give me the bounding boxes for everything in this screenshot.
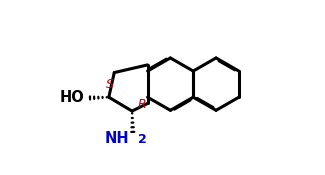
Text: NH: NH xyxy=(105,131,130,146)
Text: HO: HO xyxy=(60,90,85,106)
Text: S: S xyxy=(106,78,113,91)
Text: 2: 2 xyxy=(138,133,147,146)
Text: R: R xyxy=(138,98,147,111)
